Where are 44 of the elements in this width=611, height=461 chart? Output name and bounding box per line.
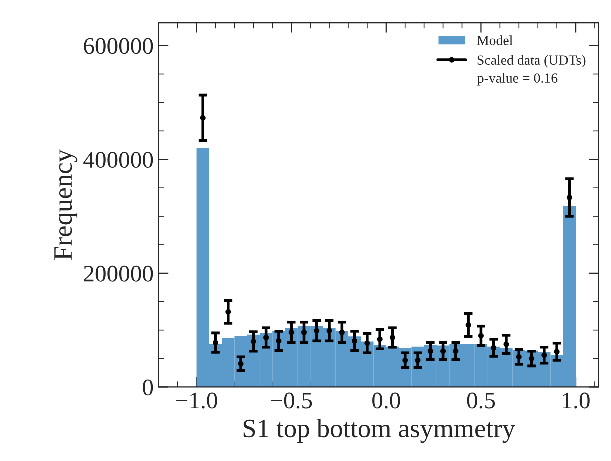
point <box>542 352 548 358</box>
point <box>415 358 421 364</box>
y-tick-label: 600000 <box>84 38 154 54</box>
x-tick-label: 1.0 <box>563 392 590 409</box>
x-tick-label: −0.5 <box>271 392 312 409</box>
point <box>352 338 358 344</box>
point <box>440 348 446 354</box>
point <box>364 340 370 346</box>
point <box>491 345 497 351</box>
point <box>301 330 308 336</box>
x-tick-label: 0.5 <box>467 392 496 409</box>
point <box>212 340 219 346</box>
point <box>200 115 206 121</box>
x-axis-title: S1 top bottom asymmetry <box>244 419 516 444</box>
point <box>453 348 459 354</box>
y-tick-label: 400000 <box>84 152 154 168</box>
point <box>226 309 232 315</box>
point <box>390 334 396 341</box>
y-tick-label: 0 <box>143 380 154 396</box>
point <box>314 328 320 334</box>
point <box>250 338 256 344</box>
point <box>264 334 270 341</box>
point <box>276 338 282 344</box>
point <box>516 354 522 360</box>
point <box>428 348 434 354</box>
legend-label: Model <box>477 36 513 46</box>
point <box>402 358 408 364</box>
y-axis-title: Frequency <box>54 150 78 260</box>
point <box>326 328 332 334</box>
point <box>377 336 383 342</box>
point <box>566 194 572 201</box>
y-tick-label: 200000 <box>84 266 154 282</box>
point <box>238 361 244 367</box>
point <box>339 330 345 336</box>
point <box>466 322 472 328</box>
point <box>504 342 510 348</box>
point <box>554 349 560 355</box>
point <box>288 330 294 336</box>
point <box>478 333 484 339</box>
point <box>529 356 535 362</box>
annotation: p-value = 0.16 <box>478 73 558 86</box>
x-tick-label: −1.0 <box>176 392 218 409</box>
legend-label: Scaled data (UDTs) <box>478 55 586 68</box>
x-tick-label: 0.0 <box>372 392 400 409</box>
